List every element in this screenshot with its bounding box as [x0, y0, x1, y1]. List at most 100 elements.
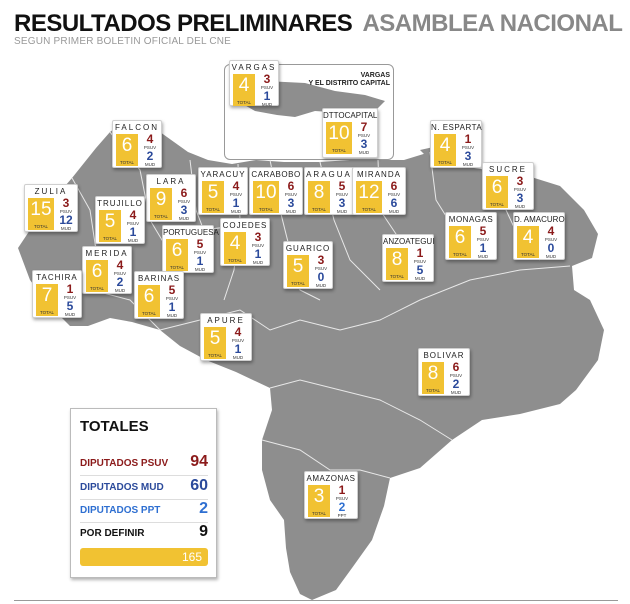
mud-label: MUD	[60, 226, 72, 231]
totales-row-value: 2	[199, 500, 208, 517]
total-label: TOTAL	[141, 311, 157, 316]
total-label: TOTAL	[290, 281, 306, 286]
total-value: 6	[121, 135, 133, 156]
mud-label: MUD	[545, 254, 557, 259]
state-name: BOLIVAR	[423, 351, 465, 360]
total-box: 10 TOTAL	[253, 181, 279, 213]
state-name: TACHIRA	[36, 273, 78, 282]
totales-row-psuv: DIPUTADOS PSUV 94	[80, 453, 208, 473]
mud-label: MUD	[336, 209, 348, 214]
mud-value: 1	[196, 254, 204, 268]
mud-value: 3	[360, 137, 368, 151]
mud-label: MUD	[230, 209, 242, 214]
mud-value: 1	[479, 241, 487, 255]
mud-value: 0	[317, 270, 325, 284]
psuv-label: PSUV	[229, 192, 243, 197]
state-card-sucre: SUCRE 6 TOTAL 3 PSUV 3 MUD	[482, 162, 534, 210]
state-name: SUCRE	[488, 165, 527, 174]
total-value: 10	[328, 123, 350, 144]
total-value: 4	[439, 135, 451, 156]
ppt-value: 2	[338, 500, 346, 514]
total-box: 5 TOTAL	[204, 327, 226, 359]
psuv-value: 3	[516, 174, 524, 188]
mud-label: MUD	[514, 204, 526, 209]
total-value: 4	[229, 233, 241, 254]
psuv-label: PSUV	[413, 259, 427, 264]
state-name: D. AMACURO	[514, 215, 565, 224]
state-card-amazonas: AMAZONAS 3 TOTAL 1 PSUV 2 PPT	[304, 471, 358, 519]
state-name: GUARICO	[285, 244, 331, 253]
state-name: COJEDES	[222, 221, 268, 230]
total-label: TOTAL	[520, 252, 536, 257]
state-name: VARGAS	[231, 63, 277, 72]
mud-label: MUD	[462, 162, 474, 167]
total-label: TOTAL	[452, 252, 468, 257]
psuv-label: PSUV	[231, 338, 245, 343]
mud-label: MUD	[178, 216, 190, 221]
bottom-rule	[14, 600, 618, 601]
state-card-carabobo: CARABOBO 10 TOTAL 6 PSUV 3 MUD	[249, 167, 303, 215]
total-label: TOTAL	[258, 207, 274, 212]
vargas-note-line1: VARGAS	[360, 72, 390, 79]
total-box: 5 TOTAL	[99, 210, 121, 242]
total-box: 8 TOTAL	[308, 181, 330, 213]
total-box: 5 TOTAL	[202, 181, 224, 213]
psuv-value: 1	[338, 483, 346, 497]
psuv-label: PSUV	[357, 133, 371, 138]
totales-row-mud: DIPUTADOS MUD 60	[80, 477, 208, 497]
state-name: BARINAS	[137, 274, 181, 283]
mud-label: MUD	[166, 313, 178, 318]
psuv-value: 5	[196, 237, 204, 251]
mud-value: 5	[66, 299, 74, 313]
total-box: 6 TOTAL	[138, 285, 160, 317]
state-card-merida: MERIDA 6 TOTAL 4 PSUV 2 MUD	[82, 246, 132, 294]
totales-row-label: DIPUTADOS MUD	[80, 482, 164, 493]
total-box: 4 TOTAL	[233, 74, 255, 106]
psuv-label: PSUV	[449, 373, 463, 378]
total-value: 6	[491, 177, 503, 198]
state-name: ARAGUA	[306, 170, 352, 179]
psuv-value: 5	[168, 283, 176, 297]
ppt-label: PPT	[337, 513, 347, 518]
state-name: MONAGAS	[448, 215, 494, 224]
state-name: LARA	[156, 177, 186, 186]
total-label: TOTAL	[361, 207, 377, 212]
psuv-label: PSUV	[314, 266, 328, 271]
psuv-label: PSUV	[143, 145, 157, 150]
mud-label: MUD	[285, 209, 297, 214]
mud-label: MUD	[261, 102, 273, 107]
state-name: FALCON	[114, 123, 159, 132]
state-name: CARABOBO	[251, 170, 301, 179]
mud-value: 3	[180, 203, 188, 217]
mud-value: 1	[263, 89, 271, 103]
total-label: TOTAL	[102, 236, 118, 241]
state-card-monagas: MONAGAS 6 TOTAL 5 PSUV 1 MUD	[445, 212, 497, 260]
mud-value: 2	[146, 149, 154, 163]
psuv-value: 6	[390, 179, 398, 193]
totales-row-por-definir: POR DEFINIR 9	[80, 523, 208, 543]
psuv-label: PSUV	[387, 192, 401, 197]
total-label: TOTAL	[331, 148, 347, 153]
psuv-label: PSUV	[113, 271, 127, 276]
total-label: TOTAL	[205, 207, 221, 212]
psuv-label: PSUV	[476, 237, 490, 242]
divider	[80, 499, 208, 500]
mud-label: MUD	[358, 150, 370, 155]
psuv-value: 5	[338, 179, 346, 193]
total-box: 6 TOTAL	[166, 239, 188, 271]
psuv-value: 3	[62, 196, 70, 210]
state-name: DTTOCAPITAL	[323, 111, 378, 120]
mud-label: MUD	[194, 267, 206, 272]
mud-label: MUD	[388, 209, 400, 214]
psuv-value: 1	[66, 282, 74, 296]
total-label: TOTAL	[39, 310, 55, 315]
total-value: 7	[41, 285, 53, 306]
total-value: 8	[391, 249, 403, 270]
mud-value: 2	[452, 377, 460, 391]
mud-value: 1	[168, 300, 176, 314]
state-name: YARACUY	[200, 170, 246, 179]
total-box: 9 TOTAL	[150, 188, 172, 220]
psuv-label: PSUV	[461, 145, 475, 150]
total-value: 9	[155, 189, 167, 210]
vargas-note-line2: Y EL DISTRITO CAPITAL	[308, 80, 390, 87]
